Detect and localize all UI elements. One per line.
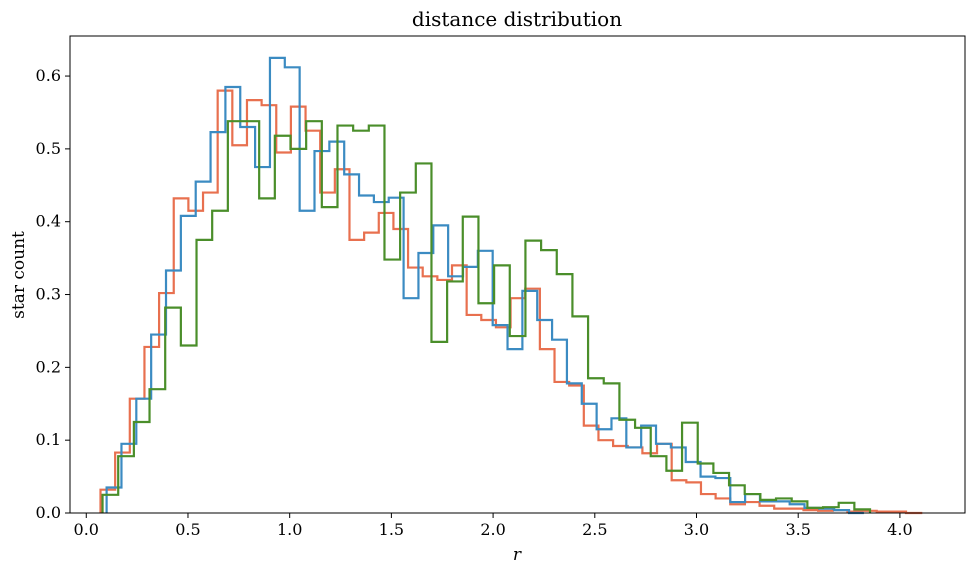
plot-area: 0.0 0.5 1.0 1.5 2.0 2.5 3.0 3.5 4.0 0.0 0.1 0.2 0.3… bbox=[36, 35, 966, 539]
y-tick-label: 0.1 bbox=[36, 430, 61, 449]
histogram-series-1 bbox=[99, 89, 923, 515]
x-tick-label: 3.0 bbox=[684, 520, 709, 539]
histogram-series-3 bbox=[101, 120, 872, 513]
x-tick-label: 4.0 bbox=[887, 520, 912, 539]
x-tick-label: 2.5 bbox=[582, 520, 607, 539]
x-tick-label: 2.0 bbox=[480, 520, 505, 539]
y-tick-label: 0.2 bbox=[36, 357, 61, 376]
y-tick-label: 0.4 bbox=[36, 212, 61, 231]
y-axis: 0.0 0.1 0.2 0.3 0.4 0.5 0.6 bbox=[36, 66, 70, 522]
x-axis-label: r bbox=[513, 545, 522, 565]
chart-title: distance distribution bbox=[412, 7, 622, 31]
x-tick-label: 1.5 bbox=[379, 520, 404, 539]
y-axis-label: star count bbox=[9, 231, 29, 319]
series-layer bbox=[99, 56, 923, 515]
x-axis: 0.0 0.5 1.0 1.5 2.0 2.5 3.0 3.5 4.0 bbox=[74, 513, 913, 539]
y-tick-label: 0.0 bbox=[36, 503, 61, 522]
x-tick-label: 3.5 bbox=[785, 520, 810, 539]
y-tick-label: 0.3 bbox=[36, 285, 61, 304]
x-tick-label: 0.5 bbox=[175, 520, 200, 539]
histogram-series-2 bbox=[105, 56, 864, 515]
x-tick-label: 0.0 bbox=[74, 520, 99, 539]
y-tick-label: 0.5 bbox=[36, 139, 61, 158]
plot-frame bbox=[69, 35, 966, 514]
x-tick-label: 1.0 bbox=[277, 520, 302, 539]
y-tick-label: 0.6 bbox=[36, 66, 61, 85]
